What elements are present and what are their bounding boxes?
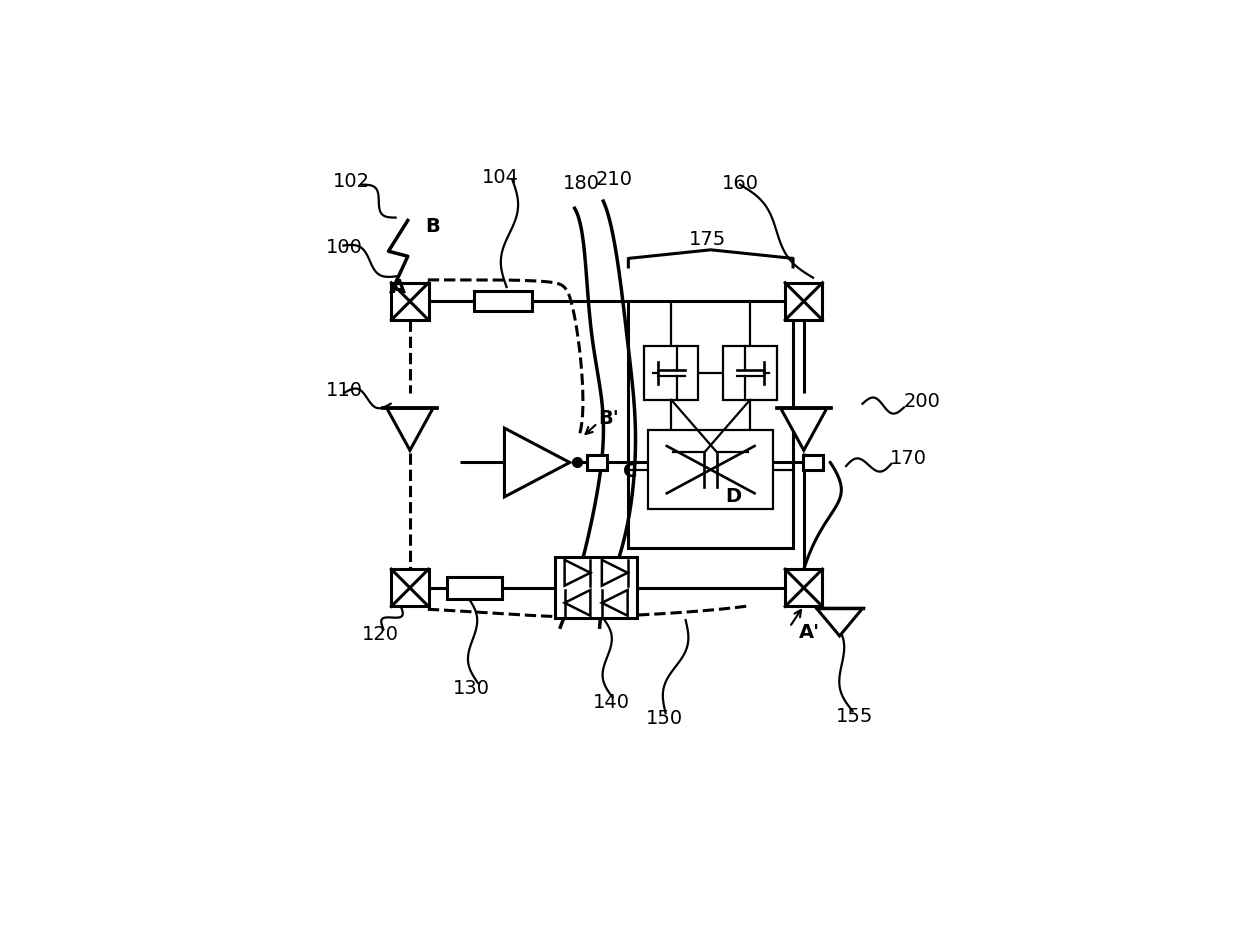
Polygon shape [817, 608, 863, 636]
Text: 210: 210 [596, 170, 634, 189]
Text: A': A' [799, 623, 820, 643]
Bar [785, 283, 822, 320]
Bar [723, 346, 777, 400]
Text: 155: 155 [836, 707, 873, 726]
Polygon shape [601, 590, 627, 616]
Text: 200: 200 [904, 392, 941, 411]
Text: 175: 175 [689, 230, 727, 248]
Bar [629, 301, 794, 549]
Text: D: D [725, 486, 742, 506]
Text: C: C [622, 462, 637, 482]
Bar [556, 557, 637, 618]
Bar [448, 577, 502, 599]
Bar [785, 569, 822, 606]
Polygon shape [387, 408, 433, 450]
Polygon shape [781, 408, 827, 450]
Text: 150: 150 [646, 710, 683, 728]
Polygon shape [564, 590, 590, 616]
Bar [587, 455, 606, 471]
Polygon shape [564, 560, 590, 586]
Text: 160: 160 [722, 174, 759, 193]
Text: 130: 130 [453, 679, 490, 698]
Text: 140: 140 [593, 693, 630, 711]
Polygon shape [505, 428, 569, 497]
Bar [645, 346, 698, 400]
Text: 110: 110 [326, 381, 363, 401]
Bar [804, 455, 823, 471]
Bar [392, 569, 429, 606]
Polygon shape [601, 560, 627, 586]
Bar [475, 291, 532, 312]
Text: 170: 170 [890, 449, 926, 469]
Text: 100: 100 [325, 238, 362, 258]
Bar [392, 283, 429, 320]
Text: 104: 104 [481, 168, 518, 187]
Text: B: B [425, 217, 440, 235]
Text: 102: 102 [332, 172, 370, 192]
Bar [649, 431, 774, 509]
Text: 120: 120 [362, 625, 399, 644]
Text: 180: 180 [563, 174, 599, 193]
Text: A: A [391, 277, 405, 297]
Text: B': B' [598, 408, 619, 428]
